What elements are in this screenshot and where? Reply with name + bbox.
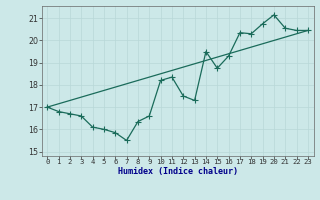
X-axis label: Humidex (Indice chaleur): Humidex (Indice chaleur) xyxy=(118,167,237,176)
